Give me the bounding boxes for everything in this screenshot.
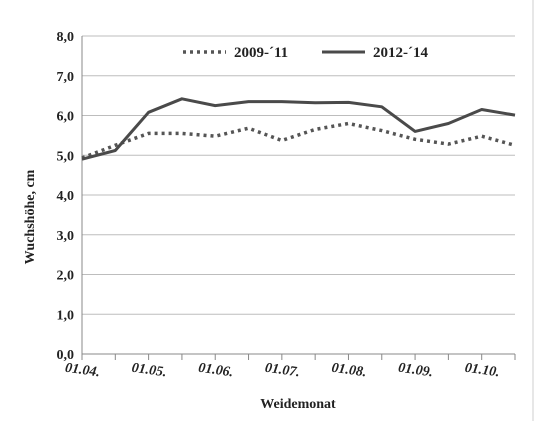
y-tick-label: 6,0 [57, 110, 75, 125]
x-tick-label: 01.10. [464, 361, 501, 381]
x-tick-label: 01.05. [131, 361, 168, 381]
x-tick-label: 01.04. [64, 361, 101, 381]
series-lines [81, 97, 516, 161]
y-tick-label: 4,0 [57, 189, 75, 204]
y-tick-label: 3,0 [57, 229, 75, 244]
legend-label: 2012-´14 [373, 45, 428, 61]
y-tick-label: 8,0 [57, 30, 75, 45]
y-tick-label: 0,0 [57, 348, 75, 363]
gridlines [82, 35, 515, 315]
series-line [81, 97, 516, 161]
legend: 2009-´11 2012-´14 [183, 45, 428, 61]
y-axis-title: Wuchshöhe, cm [23, 169, 38, 264]
x-tick-label: 01.08. [331, 361, 368, 381]
x-tick-label: 01.07. [264, 361, 301, 381]
x-tick-label: 01.06. [197, 361, 234, 381]
axes: 0,0 1,0 2,0 3,0 4,0 5,0 6,0 7,0 8,0 01.04. 01.05. 0… [57, 30, 516, 380]
legend-label: 2009-´11 [234, 45, 288, 61]
x-axis-title: Weidemonat [260, 397, 336, 412]
y-tick-label: 2,0 [57, 269, 75, 284]
x-tick-label: 01.09. [397, 361, 434, 381]
y-tick-label: 5,0 [57, 149, 75, 164]
series-line [81, 121, 516, 160]
y-tick-label: 1,0 [57, 308, 75, 323]
y-tick-label: 7,0 [57, 70, 75, 85]
